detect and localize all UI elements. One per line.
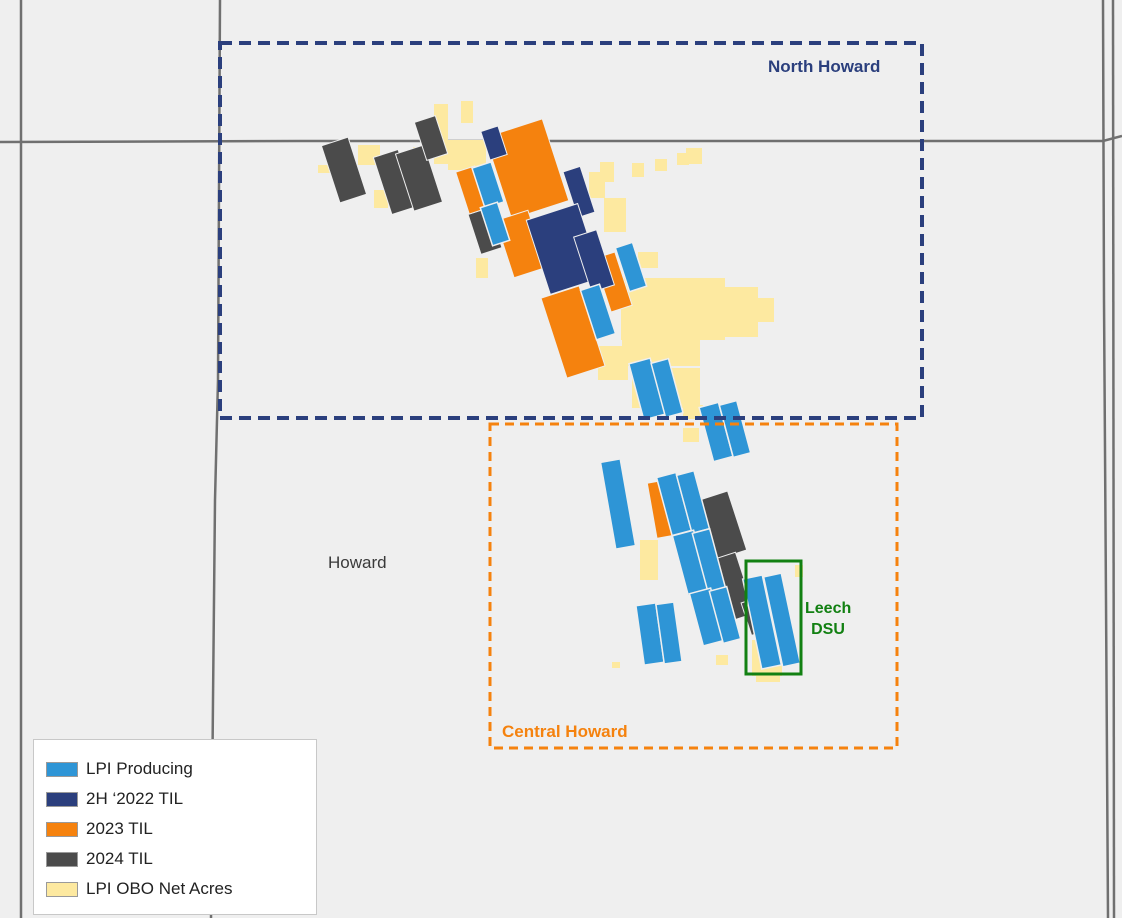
- til-2024-swatch-icon: [46, 851, 78, 867]
- til-2h-2022-unit: [572, 229, 616, 293]
- lpi-producing-unit: [650, 357, 684, 419]
- obo-tract: [740, 298, 774, 322]
- north-howard-boundary: [218, 41, 924, 420]
- obo-tract: [604, 198, 626, 232]
- legend-item-2024-til: 2024 TIL: [46, 844, 316, 874]
- county-line-far-east: [1111, 0, 1116, 918]
- leech-dsu-line2: DSU: [811, 621, 845, 638]
- lpi-producing-unit: [708, 585, 742, 645]
- til-2h-2022-layer: [480, 125, 616, 296]
- legend-label: 2H ‘2022 TIL: [86, 789, 184, 808]
- obo-tract: [683, 405, 703, 419]
- legend-item-2023-til: 2023 TIL: [46, 814, 316, 844]
- obo-tract: [686, 148, 702, 164]
- til-2h-2022-unit: [562, 165, 596, 219]
- legend-item-2h-2022-til: 2H ‘2022 TIL: [46, 784, 316, 814]
- obo-tract: [612, 662, 620, 668]
- north-howard-label: North Howard: [768, 57, 881, 76]
- legend-label: 2023 TIL: [86, 819, 153, 838]
- leech-dsu-label: Leech DSU: [805, 598, 851, 640]
- central-howard-label: Central Howard: [502, 722, 628, 741]
- legend-item-obo-net-acres: LPI OBO Net Acres: [46, 874, 316, 904]
- til-2023-swatch-icon: [46, 821, 78, 837]
- til-2024-unit: [413, 114, 449, 162]
- obo-tract: [461, 101, 473, 123]
- legend-label: LPI Producing: [86, 759, 193, 778]
- obo-tract: [683, 428, 699, 442]
- central-howard-boundary: [488, 422, 899, 750]
- til-2024-unit: [320, 136, 368, 204]
- til-2023-unit: [484, 118, 570, 220]
- obo-net-acres-swatch-icon: [46, 881, 78, 897]
- lpi-producing-swatch-icon: [46, 761, 78, 777]
- til-2h-2022-unit: [480, 125, 508, 161]
- lpi-producing-unit: [741, 574, 783, 670]
- howard-county-label: Howard: [328, 553, 387, 572]
- lpi-producing-unit: [762, 572, 802, 668]
- obo-tract: [716, 655, 728, 665]
- lpi-producing-unit: [579, 283, 617, 341]
- county-line-east: [1101, 0, 1110, 918]
- leech-dsu-line1: Leech: [805, 600, 852, 617]
- lpi-producing-unit: [718, 399, 752, 459]
- lpi-producing-layer: [471, 160, 802, 670]
- legend-label: 2024 TIL: [86, 849, 153, 868]
- obo-tract: [318, 165, 330, 173]
- lpi-producing-unit: [479, 201, 511, 247]
- obo-tract: [374, 190, 388, 208]
- county-line-north: [0, 134, 1122, 144]
- obo-tract: [638, 252, 658, 268]
- lpi-producing-unit: [599, 458, 637, 550]
- til-2h-2022-swatch-icon: [46, 791, 78, 807]
- obo-tract: [476, 258, 488, 278]
- obo-tract: [655, 159, 667, 171]
- map-legend: LPI Producing 2H ‘2022 TIL 2023 TIL 2024…: [33, 739, 317, 915]
- obo-tract: [795, 565, 803, 577]
- obo-tract: [640, 540, 658, 580]
- obo-tract: [600, 162, 614, 182]
- leech-dsu-boundary: [744, 559, 803, 676]
- til-2024-unit: [394, 144, 444, 212]
- legend-label: LPI OBO Net Acres: [86, 879, 233, 898]
- lpi-producing-unit: [655, 601, 683, 665]
- legend-item-lpi-producing: LPI Producing: [46, 754, 316, 784]
- lpi-producing-unit: [614, 241, 648, 293]
- obo-tract: [632, 163, 644, 177]
